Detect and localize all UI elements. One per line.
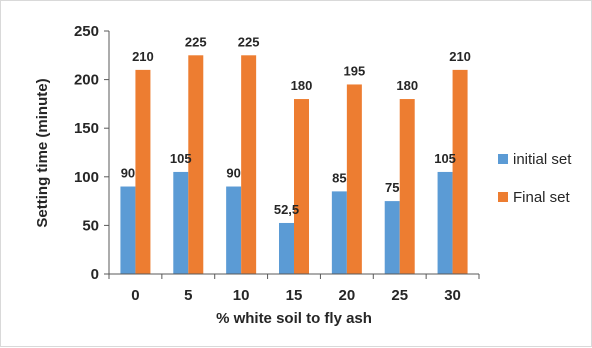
data-label-final-20: 195 [344, 63, 366, 78]
y-ticks-group: 0 50 100 150 200 250 [74, 23, 109, 283]
data-label-initial-0: 90 [121, 166, 135, 181]
bar-final-5 [188, 55, 204, 274]
y-axis-title: Setting time (minute) [34, 78, 51, 227]
bar-final-10 [241, 55, 257, 274]
x-tick-label: 30 [444, 287, 461, 304]
data-label-final-15: 180 [291, 78, 313, 93]
data-labels-group: 90 105 90 52,5 85 75 105 210 225 225 180 195 180 210 [121, 34, 471, 217]
y-tick-label: 100 [74, 169, 99, 186]
bar-final-0 [135, 69, 151, 274]
data-label-final-25: 180 [396, 78, 418, 93]
data-label-initial-15: 52,5 [274, 202, 299, 217]
legend-swatch-final [498, 192, 508, 202]
legend-label-final: Final set [513, 189, 571, 206]
data-label-final-10: 225 [238, 34, 260, 49]
bar-final-20 [346, 84, 362, 275]
x-tick-label: 25 [391, 287, 408, 304]
data-label-final-0: 210 [132, 49, 154, 64]
x-tick-label: 10 [233, 287, 250, 304]
bars-group [120, 55, 468, 275]
legend-label-initial: initial set [513, 151, 572, 168]
legend: initial set Final set [498, 151, 572, 206]
x-tick-label: 15 [286, 287, 303, 304]
x-ticks-group: 0 5 10 15 20 25 30 [108, 274, 480, 304]
data-label-initial-25: 75 [385, 180, 399, 195]
bar-initial-30 [437, 171, 453, 274]
data-label-initial-30: 105 [434, 151, 456, 166]
bar-initial-15 [279, 222, 294, 274]
bar-final-25 [399, 99, 415, 274]
data-label-initial-5: 105 [170, 151, 192, 166]
y-tick-label: 0 [91, 266, 99, 283]
bar-initial-20 [331, 191, 347, 274]
x-axis-title: % white soil to fly ash [216, 310, 372, 327]
data-label-final-5: 225 [185, 34, 207, 49]
data-label-initial-10: 90 [226, 166, 240, 181]
y-tick-label: 200 [74, 72, 99, 89]
bar-final-30 [452, 69, 468, 274]
bar-initial-25 [384, 201, 400, 274]
data-label-initial-20: 85 [332, 170, 346, 185]
x-tick-label: 0 [131, 287, 139, 304]
bar-initial-10 [226, 186, 242, 274]
data-label-final-30: 210 [449, 49, 471, 64]
bar-final-15 [294, 99, 309, 274]
y-tick-label: 250 [74, 23, 99, 40]
legend-swatch-initial [498, 154, 508, 164]
y-tick-label: 50 [82, 217, 99, 234]
x-tick-label: 5 [184, 287, 192, 304]
bar-initial-0 [120, 186, 136, 274]
bar-initial-5 [173, 171, 189, 274]
x-tick-label: 20 [339, 287, 356, 304]
y-tick-label: 150 [74, 120, 99, 137]
